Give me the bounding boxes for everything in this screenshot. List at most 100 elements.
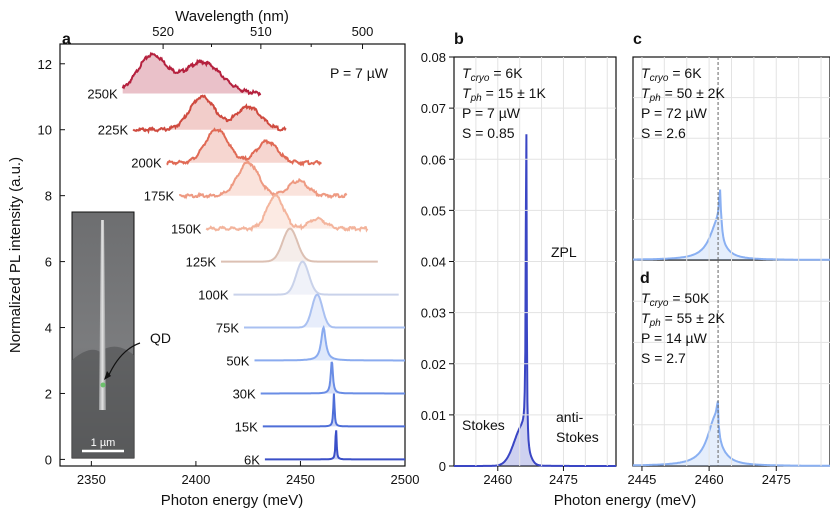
panel-b-plot <box>454 134 616 467</box>
a-y-tick-label: 6 <box>45 255 52 270</box>
a-series-label-150K: 150K <box>171 222 202 237</box>
a-series-fill-125K <box>221 228 378 262</box>
d-huang-rhys: S = 2.7 <box>641 350 686 366</box>
a-power-annotation: P = 7 µW <box>330 65 389 81</box>
a-x-tick-label: 2350 <box>77 472 106 487</box>
a-y-tick-label: 8 <box>45 189 52 204</box>
b-annotations: Tcryo = 6K Tph = 15 ± 1K P = 7 µW S = 0.… <box>462 65 599 445</box>
a-series-fill-150K <box>206 194 368 231</box>
b-x-axis-title: Photon energy (meV) <box>554 492 697 509</box>
a-series-label-6K: 6K <box>244 452 260 467</box>
a-series-line-50K <box>254 324 405 362</box>
a-series-label-100K: 100K <box>198 288 229 303</box>
panel-label-d: d <box>640 270 650 287</box>
a-series-label-15K: 15K <box>235 419 258 434</box>
a-series-line-250K <box>121 51 262 97</box>
a-series-label-75K: 75K <box>216 321 239 336</box>
a-series-line-15K <box>262 393 405 428</box>
b-y-tick-label: 0.05 <box>421 203 446 218</box>
a-x-tick-label: 2400 <box>181 472 210 487</box>
nanowire <box>99 220 106 410</box>
b-y-tick-label: 0.08 <box>421 50 446 65</box>
panel-label-c: c <box>633 31 642 48</box>
a-series-line-175K <box>178 159 348 200</box>
a-series-line-200K <box>166 127 322 167</box>
panel-a-plot: 250K 225K 200K 175K 150K 125K 100K 75K 50K 30K 15K… <box>87 51 405 467</box>
b-y-tick-label: 0.04 <box>421 255 446 270</box>
b-y-tick-label: 0.07 <box>421 101 446 116</box>
a-series-label-50K: 50K <box>226 354 249 369</box>
a-top-tick-label: 520 <box>152 24 174 39</box>
d-power: P = 14 µW <box>641 330 708 346</box>
a-series-line-150K <box>205 193 369 233</box>
a-series-label-125K: 125K <box>186 255 217 270</box>
b-series-line <box>454 134 616 467</box>
qd-arrowhead <box>104 371 111 380</box>
scale-bar-label: 1 µm <box>91 437 116 449</box>
a-series-line-225K <box>132 94 287 135</box>
a-top-axis-title: Wavelength (nm) <box>175 8 289 25</box>
d-annotations: Tcryo = 50K Tph = 55 ± 2K P = 14 µW S = … <box>641 290 725 366</box>
b-stokes-label: Stokes <box>462 417 505 433</box>
a-series-fill-100K <box>233 261 399 295</box>
c-t-cryo: Tcryo = 6K <box>641 65 702 84</box>
panel-a-frame <box>59 43 406 467</box>
a-y-tick-label: 4 <box>45 321 52 336</box>
a-y-tick-label: 10 <box>38 123 52 138</box>
a-x-axis-title: Photon energy (meV) <box>161 492 304 509</box>
a-y-tick-label: 12 <box>38 57 52 72</box>
b-zpl-label: ZPL <box>551 244 577 260</box>
panel-label-b: b <box>454 31 464 48</box>
qd-arrow <box>107 342 141 378</box>
a-x-tick-label: 2450 <box>286 472 315 487</box>
c-huang-rhys: S = 2.6 <box>641 125 686 141</box>
d-x-tick-label: 2445 <box>627 472 656 487</box>
a-series-line-100K <box>233 260 399 296</box>
a-top-tick-label: 510 <box>250 24 272 39</box>
d-x-tick-label: 2475 <box>762 472 791 487</box>
a-series-label-250K: 250K <box>87 86 118 101</box>
c-t-ph: Tph = 50 ± 2K <box>641 85 725 104</box>
panel-a-axes: 2350 2400 2450 2500 0 2 4 6 8 10 12 520 510 500 <box>38 24 420 487</box>
a-series-line-6K <box>264 430 405 461</box>
panel-b-axes: 0 0.01 0.02 0.03 0.04 0.05 0.06 0.07 0.08 2460 247… <box>421 50 616 487</box>
b-x-tick-label: 2475 <box>549 472 578 487</box>
a-series-line-125K <box>221 227 378 263</box>
a-series-fill-75K <box>244 294 405 328</box>
qd-label: QD <box>150 330 171 346</box>
a-y-tick-label: 0 <box>45 452 52 467</box>
b-anti-stokes-label-2: Stokes <box>556 429 599 445</box>
qd-marker <box>100 382 106 388</box>
a-x-tick-label: 2500 <box>391 472 420 487</box>
a-y-axis-title: Normalized PL intensity (a.u.) <box>7 157 24 353</box>
c-power: P = 72 µW <box>641 105 708 121</box>
b-y-tick-label: 0.01 <box>421 408 446 423</box>
a-series-label-30K: 30K <box>233 386 256 401</box>
b-y-tick-label: 0 <box>439 459 446 474</box>
b-y-tick-label: 0.06 <box>421 152 446 167</box>
a-top-tick-label: 500 <box>352 24 374 39</box>
b-t-ph: Tph = 15 ± 1K <box>462 85 546 104</box>
a-series-label-200K: 200K <box>131 156 162 171</box>
b-x-tick-label: 2460 <box>483 472 512 487</box>
b-t-cryo: Tcryo = 6K <box>462 65 523 84</box>
d-t-cryo: Tcryo = 50K <box>641 290 710 309</box>
sem-inset: QD 1 µm <box>71 211 171 459</box>
b-huang-rhys: S = 0.85 <box>462 125 515 141</box>
panel-label-a: a <box>62 31 71 48</box>
b-power: P = 7 µW <box>462 105 521 121</box>
a-series-fill-225K <box>133 95 286 132</box>
a-series-label-225K: 225K <box>98 123 129 138</box>
a-y-tick-label: 2 <box>45 386 52 401</box>
a-series-label-175K: 175K <box>144 189 175 204</box>
panel-cd-axes: 2445 2460 2475 <box>627 57 830 487</box>
c-annotations: Tcryo = 6K Tph = 50 ± 2K P = 72 µW S = 2… <box>641 65 725 141</box>
b-y-tick-label: 0.03 <box>421 306 446 321</box>
a-series-line-75K <box>244 293 405 329</box>
b-anti-stokes-label-1: anti- <box>556 409 584 425</box>
a-series-line-30K <box>260 361 405 395</box>
b-y-tick-label: 0.02 <box>421 357 446 372</box>
d-x-tick-label: 2460 <box>695 472 724 487</box>
a-series-fill-175K <box>179 161 347 198</box>
